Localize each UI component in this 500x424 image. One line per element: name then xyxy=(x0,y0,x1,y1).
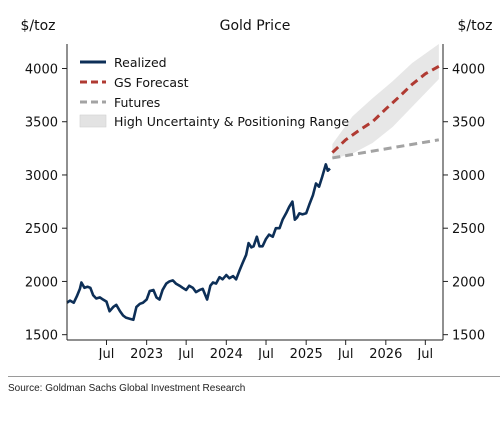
x-tick-label: Jul xyxy=(257,347,274,360)
x-tick-label: 2024 xyxy=(210,347,243,360)
series-layer xyxy=(66,65,440,322)
chart-title: Gold Price xyxy=(220,18,291,34)
x-tick-label: Jul xyxy=(98,347,115,360)
y-tick-right-label: 3000 xyxy=(452,169,485,184)
legend-label-gs-forecast: GS Forecast xyxy=(114,75,189,90)
axis-layer: 1500 1500 2000 2000 2500 2500 3000 3000 3500 3500… xyxy=(25,44,485,360)
x-tick-label: Jul xyxy=(337,347,354,360)
y-tick-right-label: 1500 xyxy=(452,329,485,344)
gold-price-chart: Gold Price $/toz $/toz 1500 1500 2000 2000 2… xyxy=(20,18,492,360)
chart-canvas: Gold Price $/toz $/toz 1500 1500 2000 2000 2… xyxy=(20,18,492,360)
uncertainty-band xyxy=(332,44,439,159)
x-tick-label: Jul xyxy=(416,347,433,360)
legend: Realized GS Forecast Futures High Uncert… xyxy=(79,55,349,129)
y-tick-right-label: 2500 xyxy=(452,222,485,237)
x-tick-label: Jul xyxy=(177,347,194,360)
uncertainty-band-layer xyxy=(332,44,439,159)
y-tick-left-label: 4000 xyxy=(25,62,58,77)
legend-swatch-uncertainty-band xyxy=(79,114,107,128)
series-line-realized xyxy=(66,163,331,322)
y-axis-right-unit: $/toz xyxy=(457,18,492,34)
x-tick-label: 2026 xyxy=(369,347,402,360)
y-tick-left-label: 2000 xyxy=(25,275,58,290)
legend-label-futures: Futures xyxy=(114,95,160,110)
y-tick-left-label: 3500 xyxy=(25,116,58,131)
source-note: Source: Goldman Sachs Global Investment … xyxy=(8,376,500,394)
y-tick-right-label: 3500 xyxy=(452,116,485,131)
y-tick-left-label: 2500 xyxy=(25,222,58,237)
y-tick-right-label: 4000 xyxy=(452,62,485,77)
y-tick-right-label: 2000 xyxy=(452,275,485,290)
y-tick-left-label: 1500 xyxy=(25,329,58,344)
y-axis-left-unit: $/toz xyxy=(20,18,55,34)
series-line-gs-forecast xyxy=(331,65,440,154)
x-tick-label: 2023 xyxy=(130,347,163,360)
y-tick-left-label: 3000 xyxy=(25,169,58,184)
legend-label-uncertainty-band: High Uncertainty & Positioning Range xyxy=(114,114,349,129)
x-tick-label: 2025 xyxy=(290,347,323,360)
series-line-futures xyxy=(332,138,440,160)
legend-label-realized: Realized xyxy=(114,55,167,70)
